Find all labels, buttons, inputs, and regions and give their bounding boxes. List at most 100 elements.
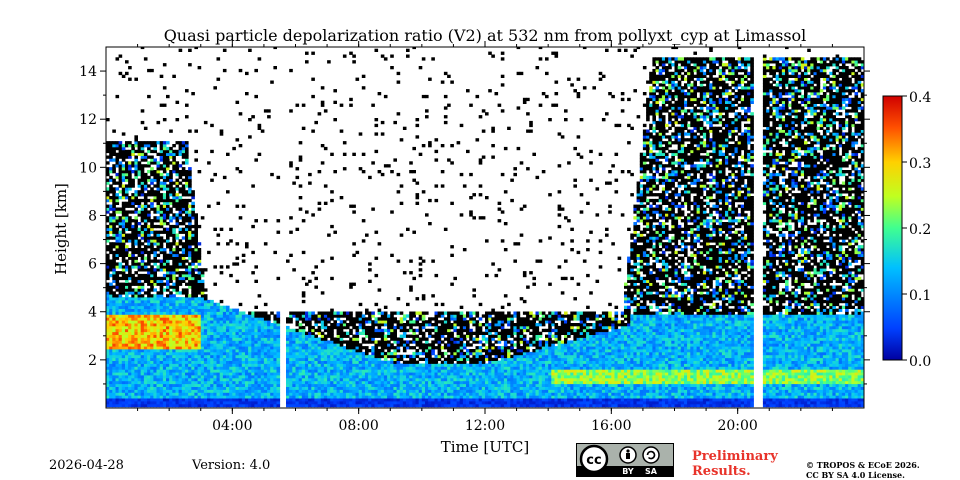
heat-cell (137, 297, 142, 301)
heat-cell (330, 337, 334, 341)
heat-cell (298, 311, 303, 315)
heat-cell (112, 357, 116, 361)
heat-cell (368, 317, 372, 321)
heat-cell (178, 282, 183, 286)
heat-cell (153, 210, 157, 214)
heat-cell (181, 340, 186, 344)
heat-cell (147, 369, 151, 373)
heat-cell (399, 389, 404, 393)
heat-cell (323, 366, 328, 370)
heat-cell (140, 308, 145, 312)
heat-cell (162, 282, 167, 286)
heat-cell (143, 323, 148, 327)
heat-cell (112, 331, 116, 335)
heat-cell (121, 265, 126, 269)
heat-cell (194, 242, 198, 246)
heat-cell (197, 389, 202, 393)
heat-cell (175, 308, 180, 312)
heat-cell (137, 366, 142, 370)
heat-cell (355, 377, 360, 382)
heat-cell (409, 311, 413, 315)
heat-cell (150, 369, 154, 373)
heat-cell (115, 248, 120, 252)
heat-cell (131, 161, 135, 165)
heat-cell (216, 354, 221, 359)
heat-cell (289, 395, 293, 399)
heat-cell (137, 213, 142, 217)
heat-cell (406, 375, 410, 379)
heat-cell (203, 346, 208, 350)
heat-cell (162, 170, 167, 174)
heat-cell (188, 256, 192, 260)
heat-cell (393, 311, 397, 315)
heat-cell (323, 395, 328, 399)
heat-cell (159, 222, 164, 226)
heat-cell (308, 395, 312, 399)
heat-cell (121, 268, 126, 272)
heat-cell (150, 172, 154, 177)
heat-cell (421, 349, 426, 353)
heat-cell (387, 314, 391, 318)
heat-cell (140, 259, 145, 263)
chart-title: Quasi particle depolarization ratio (V2)… (164, 26, 807, 45)
heat-cell (112, 204, 116, 208)
heat-cell (336, 343, 341, 347)
heat-cell (409, 320, 413, 324)
heat-cell (260, 340, 265, 344)
heat-cell (361, 354, 366, 359)
heat-cell (166, 94, 170, 99)
heat-cell (330, 349, 334, 353)
heat-cell (185, 193, 189, 197)
heat-cell (361, 239, 366, 243)
heat-cell (156, 164, 161, 168)
heat-cell (194, 233, 198, 237)
heat-cell (213, 323, 217, 327)
heat-cell (140, 297, 145, 301)
heat-cell (147, 351, 151, 356)
heat-cell (112, 236, 116, 240)
heat-cell (143, 273, 148, 278)
heat-cell (358, 357, 363, 361)
heat-cell (216, 369, 221, 373)
heat-cell (109, 178, 113, 182)
heat-cell (188, 337, 192, 341)
heat-cell (409, 285, 413, 289)
heat-cell (150, 299, 154, 304)
heat-cell (106, 294, 110, 298)
heat-cell (245, 346, 249, 350)
heat-cell (412, 389, 416, 393)
heat-cell (213, 375, 217, 379)
heat-cell (314, 120, 318, 125)
heat-cell (260, 357, 265, 361)
heat-cell (308, 375, 312, 379)
heat-cell (140, 392, 145, 396)
heat-cell (147, 389, 151, 393)
heat-cell (301, 386, 306, 390)
heat-cell (311, 389, 315, 393)
heat-cell (421, 357, 426, 361)
heat-cell (301, 294, 306, 298)
heat-cell (358, 351, 363, 356)
heat-cell (106, 196, 110, 200)
heat-cell (434, 273, 439, 278)
heat-cell (181, 308, 186, 312)
heat-cell (159, 146, 164, 151)
heat-cell (390, 351, 394, 356)
heat-cell (323, 314, 328, 318)
heat-cell (188, 375, 192, 379)
heat-cell (365, 317, 369, 321)
heat-cell (346, 392, 350, 396)
heat-cell (216, 305, 221, 309)
heat-cell (248, 331, 252, 335)
heat-cell (166, 259, 170, 263)
heat-cell (115, 207, 120, 211)
heat-cell (241, 349, 246, 353)
heat-cell (292, 389, 296, 393)
heat-cell (311, 129, 315, 133)
heat-cell (140, 383, 145, 387)
heat-cell (273, 377, 277, 382)
heat-cell (109, 187, 113, 191)
heat-cell (380, 320, 385, 324)
heat-cell (323, 360, 328, 364)
heat-cell (298, 389, 303, 393)
